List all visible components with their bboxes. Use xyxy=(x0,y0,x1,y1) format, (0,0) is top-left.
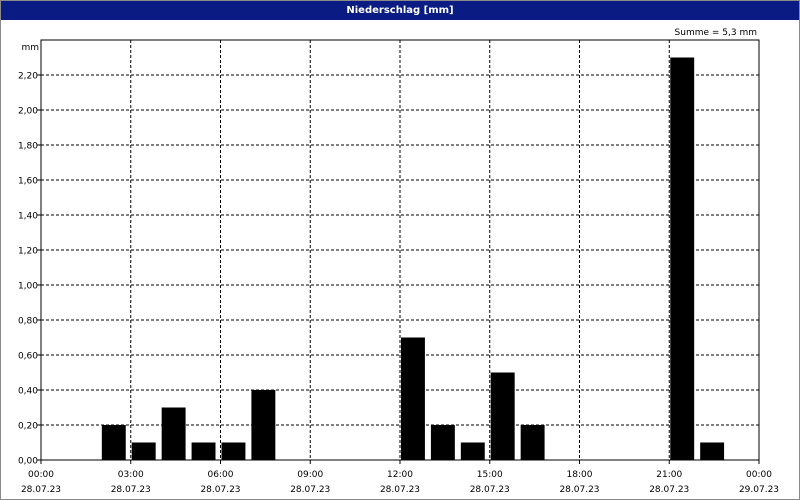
bar xyxy=(131,442,156,460)
y-tick-label: 2,00 xyxy=(18,107,38,117)
bar xyxy=(490,372,515,460)
y-tick-label: 1,80 xyxy=(18,142,38,152)
bar xyxy=(401,337,425,460)
y-axis-unit: mm xyxy=(21,43,39,53)
x-tick-time: 18:00 xyxy=(567,470,593,480)
y-tick-label: 0,40 xyxy=(18,387,38,397)
bar xyxy=(101,425,126,460)
y-tick-label: 1,40 xyxy=(18,212,38,222)
x-tick-date: 29.07.23 xyxy=(739,485,779,495)
x-tick-date: 28.07.23 xyxy=(559,485,599,495)
x-tick-date: 28.07.23 xyxy=(380,485,420,495)
sum-annotation: Summe = 5,3 mm xyxy=(675,28,757,38)
window-title: Niederschlag [mm] xyxy=(1,1,799,20)
bar xyxy=(670,57,695,460)
y-tick-label: 1,20 xyxy=(18,247,38,257)
plot-frame xyxy=(40,39,760,461)
x-tick-date: 28.07.23 xyxy=(21,485,61,495)
y-tick-label: 0,60 xyxy=(18,352,38,362)
x-tick-date: 28.07.23 xyxy=(290,485,330,495)
y-tick-label: 0,20 xyxy=(18,422,38,432)
bar xyxy=(430,425,455,460)
x-tick-time: 00:00 xyxy=(28,470,54,480)
bar xyxy=(251,390,276,460)
y-tick-label: 0,00 xyxy=(18,457,38,467)
bar xyxy=(700,442,725,460)
bar xyxy=(460,442,485,460)
x-tick-time: 12:00 xyxy=(387,470,413,480)
x-tick-time: 03:00 xyxy=(118,470,144,480)
x-tick-date: 28.07.23 xyxy=(111,485,151,495)
y-tick-label: 2,20 xyxy=(18,72,38,82)
x-tick-date: 28.07.23 xyxy=(649,485,689,495)
x-tick-time: 21:00 xyxy=(656,470,682,480)
bar xyxy=(191,442,216,460)
x-tick-date: 28.07.23 xyxy=(200,485,240,495)
bar xyxy=(161,407,186,460)
x-tick-date: 28.07.23 xyxy=(470,485,510,495)
x-tick-time: 09:00 xyxy=(297,470,323,480)
x-tick-time: 06:00 xyxy=(208,470,234,480)
x-tick-time: 15:00 xyxy=(477,470,503,480)
y-tick-label: 1,60 xyxy=(18,177,38,187)
y-tick-label: 0,80 xyxy=(18,317,38,327)
bar xyxy=(520,425,545,460)
y-tick-label: 1,00 xyxy=(18,282,38,292)
x-tick-time: 00:00 xyxy=(746,470,772,480)
bar xyxy=(221,442,246,460)
